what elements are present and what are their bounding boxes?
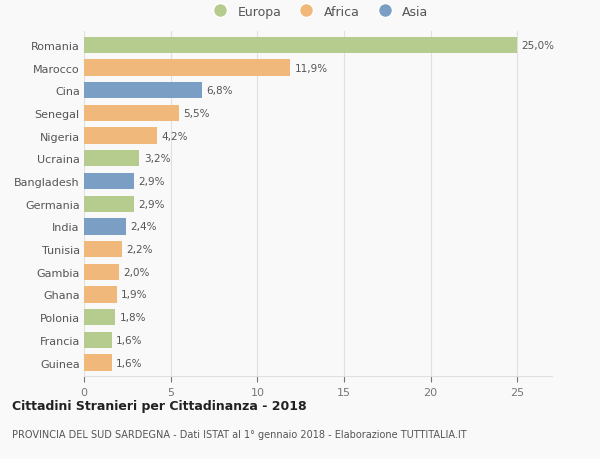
Legend: Europa, Africa, Asia: Europa, Africa, Asia	[204, 2, 432, 22]
Bar	[84, 241, 122, 257]
Text: 3,2%: 3,2%	[144, 154, 170, 164]
Text: 1,8%: 1,8%	[119, 313, 146, 323]
Bar	[84, 38, 517, 54]
Text: 25,0%: 25,0%	[521, 41, 554, 50]
Text: 6,8%: 6,8%	[206, 86, 233, 96]
Text: 2,0%: 2,0%	[123, 267, 149, 277]
Bar	[84, 83, 202, 99]
Bar	[84, 196, 134, 213]
Bar	[84, 355, 112, 371]
Text: 1,9%: 1,9%	[121, 290, 148, 300]
Text: 11,9%: 11,9%	[295, 63, 328, 73]
Text: 1,6%: 1,6%	[116, 358, 143, 368]
Text: Cittadini Stranieri per Cittadinanza - 2018: Cittadini Stranieri per Cittadinanza - 2…	[12, 399, 307, 412]
Bar	[84, 128, 157, 145]
Text: 2,2%: 2,2%	[127, 245, 153, 255]
Bar	[84, 60, 290, 77]
Bar	[84, 264, 119, 280]
Bar	[84, 309, 115, 325]
Bar	[84, 174, 134, 190]
Text: 2,4%: 2,4%	[130, 222, 157, 232]
Text: 2,9%: 2,9%	[139, 199, 165, 209]
Bar	[84, 151, 139, 167]
Text: 2,9%: 2,9%	[139, 177, 165, 187]
Bar	[84, 332, 112, 348]
Text: PROVINCIA DEL SUD SARDEGNA - Dati ISTAT al 1° gennaio 2018 - Elaborazione TUTTIT: PROVINCIA DEL SUD SARDEGNA - Dati ISTAT …	[12, 429, 467, 439]
Bar	[84, 219, 125, 235]
Text: 5,5%: 5,5%	[184, 109, 210, 119]
Text: 4,2%: 4,2%	[161, 131, 188, 141]
Bar	[84, 106, 179, 122]
Text: 1,6%: 1,6%	[116, 335, 143, 345]
Bar	[84, 287, 117, 303]
